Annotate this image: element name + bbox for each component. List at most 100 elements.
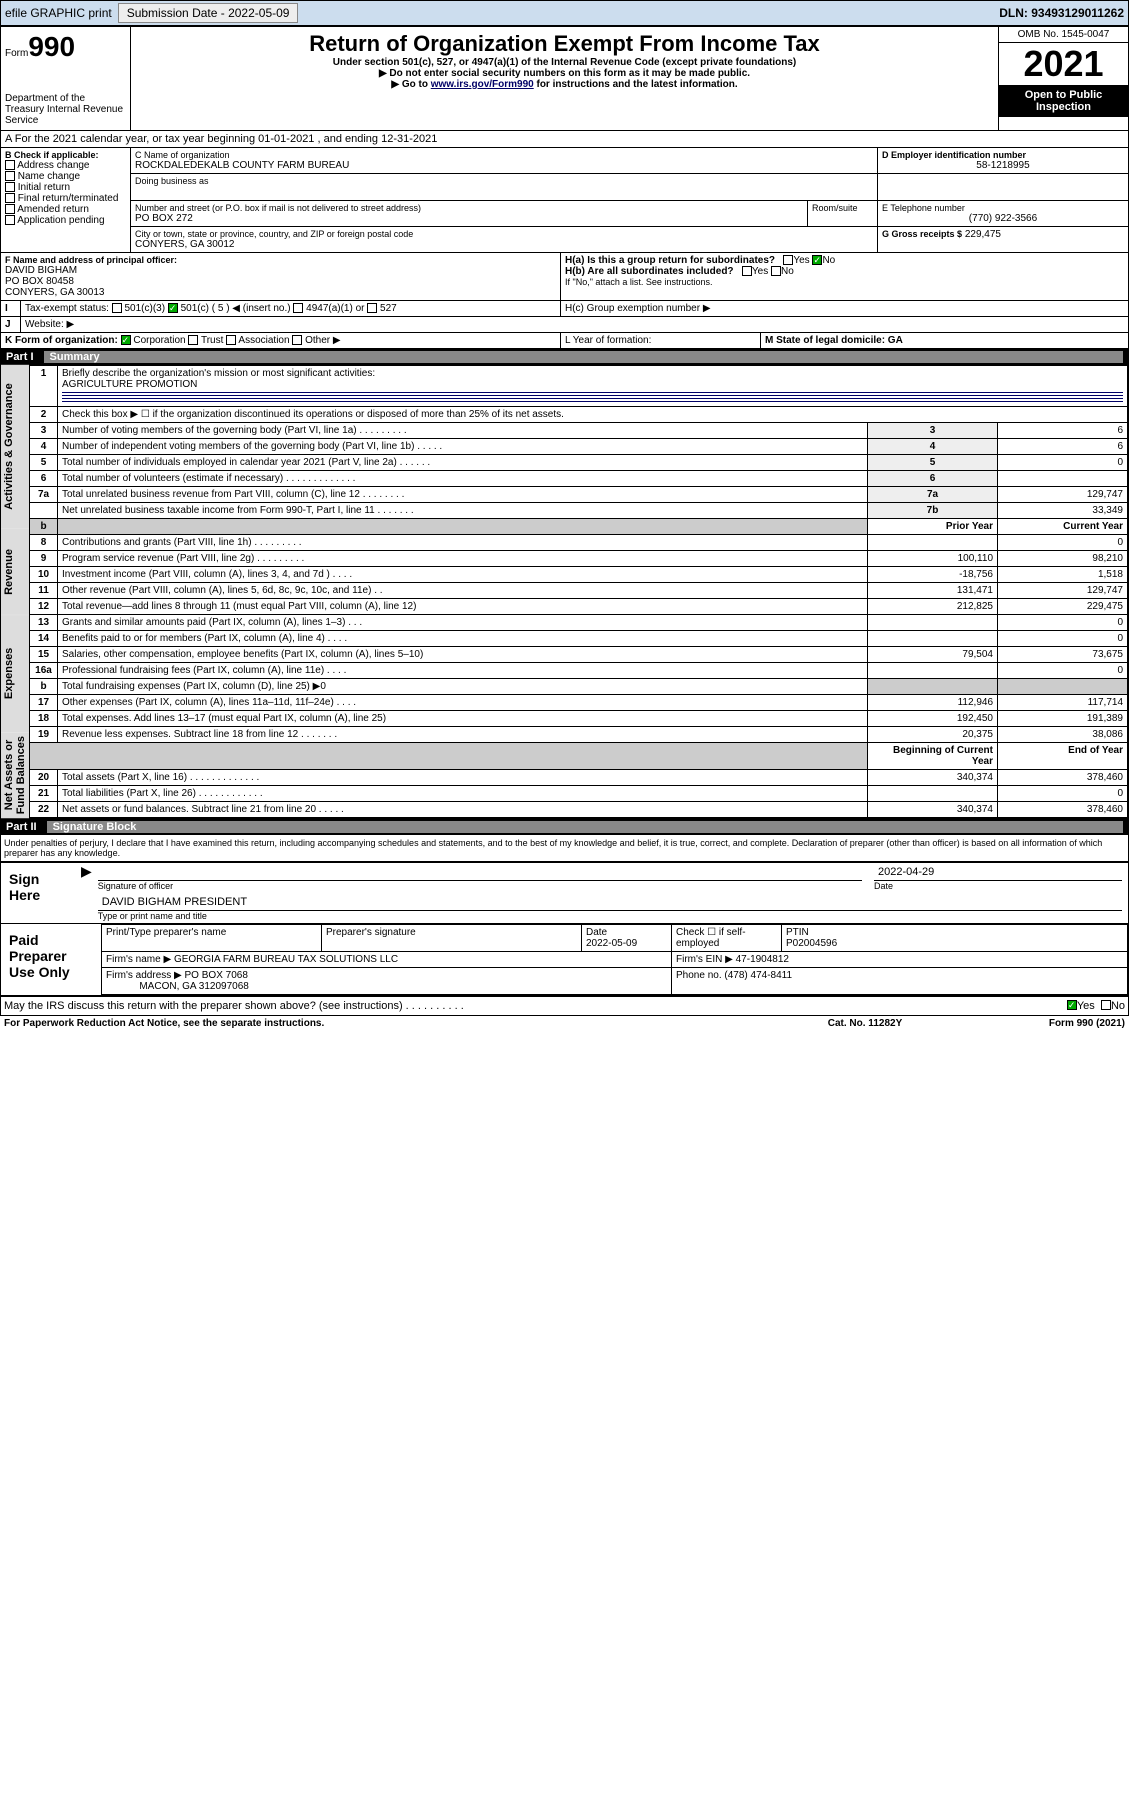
- box-e-label: E Telephone number: [882, 203, 1124, 213]
- firm-addr-label: Firm's address ▶: [106, 970, 182, 981]
- firm-name: GEORGIA FARM BUREAU TAX SOLUTIONS LLC: [174, 954, 398, 965]
- boxi-checkbox[interactable]: [293, 303, 303, 313]
- boxk-checkbox[interactable]: [226, 335, 236, 345]
- form-number: 990: [28, 31, 75, 62]
- financial-line: bTotal fundraising expenses (Part IX, co…: [30, 679, 1128, 695]
- firm-addr1: PO BOX 7068: [185, 970, 248, 981]
- side-exp: Expenses: [1, 615, 29, 732]
- city-label: City or town, state or province, country…: [135, 229, 873, 239]
- discuss-row: May the IRS discuss this return with the…: [0, 997, 1129, 1016]
- boxk-checkbox[interactable]: [121, 335, 131, 345]
- sig-officer-label: Signature of officer: [98, 881, 862, 891]
- yes-label: Yes: [1077, 1000, 1095, 1012]
- phone-value: (770) 922-3566: [882, 213, 1124, 224]
- room-label: Room/suite: [808, 201, 878, 226]
- q1-label: Briefly describe the organization's miss…: [62, 368, 375, 379]
- ha-no-checkbox[interactable]: [812, 255, 822, 265]
- dln-label: DLN: 93493129011262: [999, 6, 1124, 20]
- boxb-checkbox[interactable]: [5, 171, 15, 181]
- h-c-label: H(c) Group exemption number ▶: [561, 301, 1128, 316]
- h-a-label: H(a) Is this a group return for subordin…: [565, 255, 775, 266]
- financial-line: 10Investment income (Part VIII, column (…: [30, 567, 1128, 583]
- boxi-checkbox[interactable]: [168, 303, 178, 313]
- financial-line: 8Contributions and grants (Part VIII, li…: [30, 535, 1128, 551]
- col-prior-header: Prior Year: [868, 519, 998, 535]
- boxb-checkbox[interactable]: [5, 215, 15, 225]
- firm-ein: 47-1904812: [736, 954, 789, 965]
- street-value: PO BOX 272: [135, 213, 803, 224]
- boxb-item: Amended return: [5, 204, 126, 215]
- prep-name-label: Print/Type preparer's name: [102, 925, 322, 952]
- financial-line: 22Net assets or fund balances. Subtract …: [30, 802, 1128, 818]
- submission-date-btn[interactable]: Submission Date - 2022-05-09: [118, 3, 299, 23]
- boxi-checkbox[interactable]: [112, 303, 122, 313]
- col-curr-header: Current Year: [998, 519, 1128, 535]
- box-g-label: G Gross receipts $: [882, 229, 962, 239]
- penalty-text: Under penalties of perjury, I declare th…: [0, 835, 1129, 862]
- summary-line: 7aTotal unrelated business revenue from …: [30, 487, 1128, 503]
- q2-text: Check this box ▶ ☐ if the organization d…: [58, 407, 1128, 423]
- irs-link[interactable]: www.irs.gov/Form990: [431, 79, 534, 90]
- ha-yes-checkbox[interactable]: [783, 255, 793, 265]
- h-note: If "No," attach a list. See instructions…: [565, 277, 1124, 287]
- boxb-checkbox[interactable]: [5, 160, 15, 170]
- prep-ptin: PTIN P02004596: [782, 925, 1128, 952]
- firm-ein-label: Firm's EIN ▶: [676, 954, 733, 965]
- box-c-name-label: C Name of organization: [135, 150, 873, 160]
- discuss-yes-checkbox[interactable]: [1067, 1000, 1077, 1010]
- boxb-checkbox[interactable]: [5, 193, 15, 203]
- dba-label: Doing business as: [135, 176, 873, 186]
- box-b-label: B Check if applicable:: [5, 150, 126, 160]
- box-l-label: L Year of formation:: [561, 333, 761, 348]
- period-line-a: A For the 2021 calendar year, or tax yea…: [0, 131, 1129, 148]
- q1-answer: AGRICULTURE PROMOTION: [62, 379, 197, 390]
- identity-block: B Check if applicable: Address change Na…: [0, 148, 1129, 253]
- boxi-checkbox[interactable]: [367, 303, 377, 313]
- financial-line: 18Total expenses. Add lines 13–17 (must …: [30, 711, 1128, 727]
- side-net: Net Assets or Fund Balances: [1, 732, 29, 818]
- box-i-label: Tax-exempt status:: [25, 303, 109, 314]
- side-gov: Activities & Governance: [1, 365, 29, 529]
- form-title: Return of Organization Exempt From Incom…: [135, 31, 994, 57]
- officer-printed-name: DAVID BIGHAM PRESIDENT: [98, 895, 1122, 911]
- city-value: CONYERS, GA 30012: [135, 239, 873, 250]
- boxb-item: Address change: [5, 160, 126, 171]
- part2-title: Signature Block: [47, 821, 1123, 833]
- summary-line: 6Total number of volunteers (estimate if…: [30, 471, 1128, 487]
- boxk-checkbox[interactable]: [188, 335, 198, 345]
- financial-line: 13Grants and similar amounts paid (Part …: [30, 615, 1128, 631]
- financial-line: 19Revenue less expenses. Subtract line 1…: [30, 727, 1128, 743]
- date-label: Date: [874, 881, 1122, 891]
- page-footer: For Paperwork Reduction Act Notice, see …: [0, 1016, 1129, 1031]
- firm-name-label: Firm's name ▶: [106, 954, 171, 965]
- firm-phone: (478) 474-8411: [724, 970, 792, 981]
- hb-yes-checkbox[interactable]: [742, 266, 752, 276]
- financial-line: 16aProfessional fundraising fees (Part I…: [30, 663, 1128, 679]
- boxb-checkbox[interactable]: [5, 182, 15, 192]
- part2-label: Part II: [6, 821, 47, 833]
- gross-receipts: 229,475: [965, 229, 1001, 240]
- boxb-item: Name change: [5, 171, 126, 182]
- form-header: Form990 Department of the Treasury Inter…: [0, 26, 1129, 131]
- summary-table: 1 Briefly describe the organization's mi…: [29, 365, 1128, 818]
- boxk-checkbox[interactable]: [292, 335, 302, 345]
- arrow-icon: ▶: [81, 863, 92, 923]
- subtitle-2: ▶ Do not enter social security numbers o…: [135, 68, 994, 79]
- boxb-checkbox[interactable]: [5, 204, 15, 214]
- ein-value: 58-1218995: [882, 160, 1124, 171]
- discuss-no-checkbox[interactable]: [1101, 1000, 1111, 1010]
- hb-no-checkbox[interactable]: [771, 266, 781, 276]
- footer-left: For Paperwork Reduction Act Notice, see …: [4, 1018, 765, 1029]
- box-f-label: F Name and address of principal officer:: [5, 255, 556, 265]
- financial-line: 17Other expenses (Part IX, column (A), l…: [30, 695, 1128, 711]
- footer-right: Form 990 (2021): [965, 1018, 1125, 1029]
- summary-line: 4Number of independent voting members of…: [30, 439, 1128, 455]
- form-word: Form: [5, 48, 28, 59]
- box-j-label: Website: ▶: [21, 317, 1128, 332]
- box-k-label: K Form of organization:: [5, 335, 118, 346]
- prep-sig-label: Preparer's signature: [322, 925, 582, 952]
- box-m-label: M State of legal domicile: GA: [761, 333, 1128, 348]
- part1-label: Part I: [6, 351, 44, 363]
- financial-line: 20Total assets (Part X, line 16) . . . .…: [30, 770, 1128, 786]
- firm-addr2: MACON, GA 312097068: [139, 981, 249, 992]
